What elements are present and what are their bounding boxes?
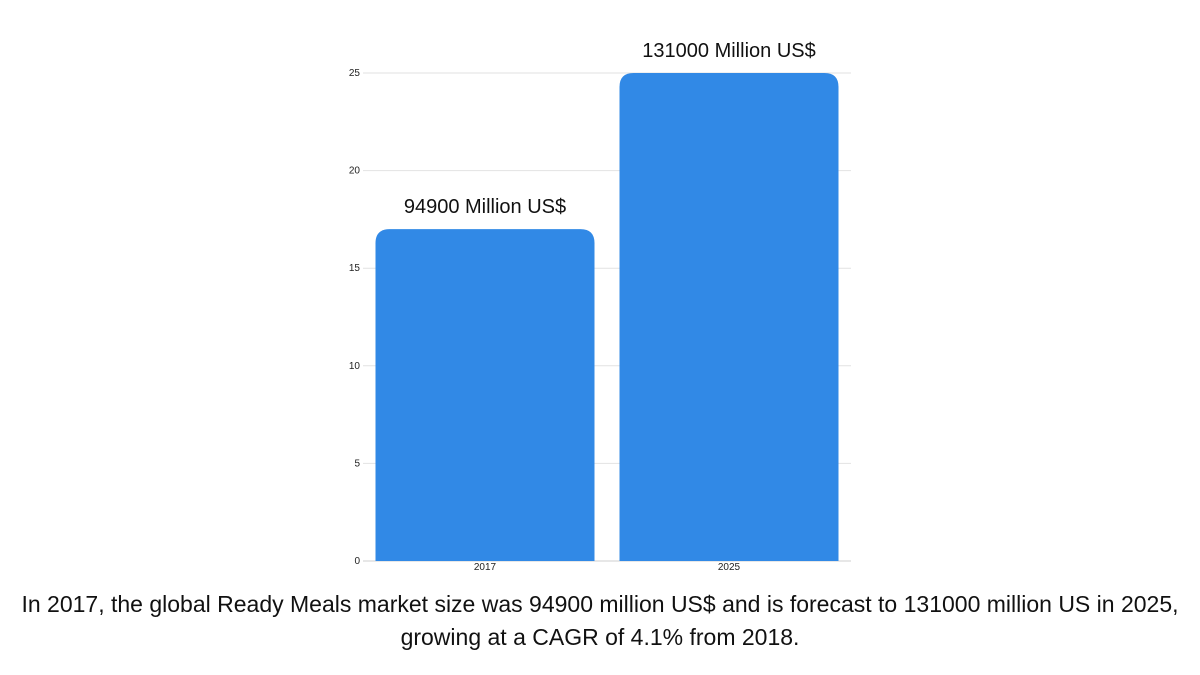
bar-2025 bbox=[619, 73, 839, 561]
y-tick-label: 0 bbox=[354, 556, 360, 567]
x-tick-label: 2025 bbox=[718, 562, 741, 573]
y-tick-label: 20 bbox=[349, 166, 361, 177]
bar-2017 bbox=[375, 229, 595, 561]
chart-caption: In 2017, the global Ready Meals market s… bbox=[0, 588, 1200, 654]
x-tick-label: 2017 bbox=[474, 562, 497, 573]
data-label: 131000 Million US$ bbox=[642, 40, 815, 62]
caption-line-2: growing at a CAGR of 4.1% from 2018. bbox=[400, 624, 800, 650]
y-tick-label: 25 bbox=[349, 68, 361, 79]
y-axis-ticks: 0 5 10 15 20 25 bbox=[349, 68, 361, 567]
y-tick-label: 15 bbox=[349, 263, 361, 274]
y-tick-label: 10 bbox=[349, 361, 361, 372]
data-label: 94900 Million US$ bbox=[404, 196, 566, 218]
data-labels: 94900 Million US$ 131000 Million US$ bbox=[404, 40, 816, 218]
bars bbox=[375, 73, 839, 561]
y-tick-label: 5 bbox=[354, 458, 360, 469]
caption-line-1: In 2017, the global Ready Meals market s… bbox=[21, 591, 1179, 617]
x-axis-ticks: 2017 2025 bbox=[474, 562, 741, 573]
